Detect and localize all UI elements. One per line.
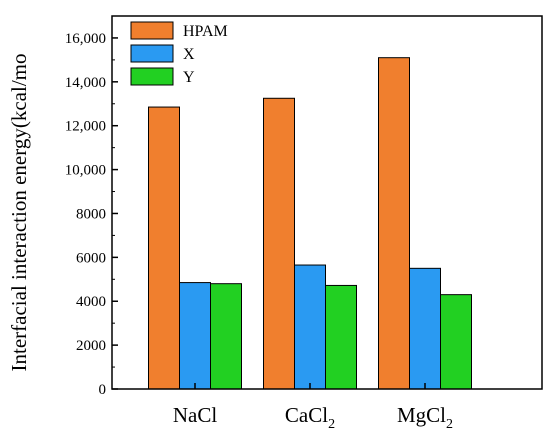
y-tick-label: 0 bbox=[99, 382, 107, 398]
bars-group bbox=[148, 57, 472, 390]
bar-x-mgcl bbox=[409, 267, 441, 390]
y-ticks-group: 0 2000 4000 6000 8000 10,000 12,000 14,000 16,00… bbox=[65, 31, 118, 398]
bar-y-nacl bbox=[210, 283, 242, 390]
x-labels-group: NaCl CaCl2 MgCl2 bbox=[173, 383, 453, 432]
x-tick-label: CaCl2 bbox=[285, 403, 335, 432]
bar-y-cacl bbox=[325, 284, 357, 390]
y-tick-label: 6000 bbox=[76, 250, 106, 266]
y-tick-label: 2000 bbox=[76, 338, 106, 354]
x-tick-label: NaCl bbox=[173, 403, 217, 427]
y-tick-label: 14,000 bbox=[65, 75, 106, 91]
bar-hpam-mgcl bbox=[378, 57, 410, 390]
legend-label-y: Y bbox=[183, 69, 195, 86]
legend-label-x: X bbox=[183, 46, 195, 63]
bar-x-cacl bbox=[294, 264, 326, 390]
bar-x-nacl bbox=[179, 282, 211, 390]
legend-swatch-x bbox=[130, 44, 174, 63]
y-tick-label: 8000 bbox=[76, 206, 106, 222]
plot-frame bbox=[111, 15, 543, 390]
x-tick-label: MgCl2 bbox=[397, 403, 453, 432]
axes-group bbox=[111, 15, 543, 390]
legend-swatch-y bbox=[130, 67, 174, 86]
y-tick-label: 4000 bbox=[76, 294, 106, 310]
y-tick-label: 10,000 bbox=[65, 163, 106, 179]
y-tick-label: 12,000 bbox=[65, 119, 106, 135]
bar-hpam-nacl bbox=[148, 106, 180, 390]
bar-y-mgcl bbox=[440, 294, 472, 390]
legend-label-hpam: HPAM bbox=[183, 23, 228, 40]
legend-swatch-hpam bbox=[130, 21, 174, 40]
y-tick-label: 16,000 bbox=[65, 31, 106, 47]
y-axis-title: Interfacial interaction energy(kcal/mo bbox=[7, 54, 31, 372]
legend: HPAM XY bbox=[130, 21, 228, 86]
bar-hpam-cacl bbox=[263, 97, 295, 390]
